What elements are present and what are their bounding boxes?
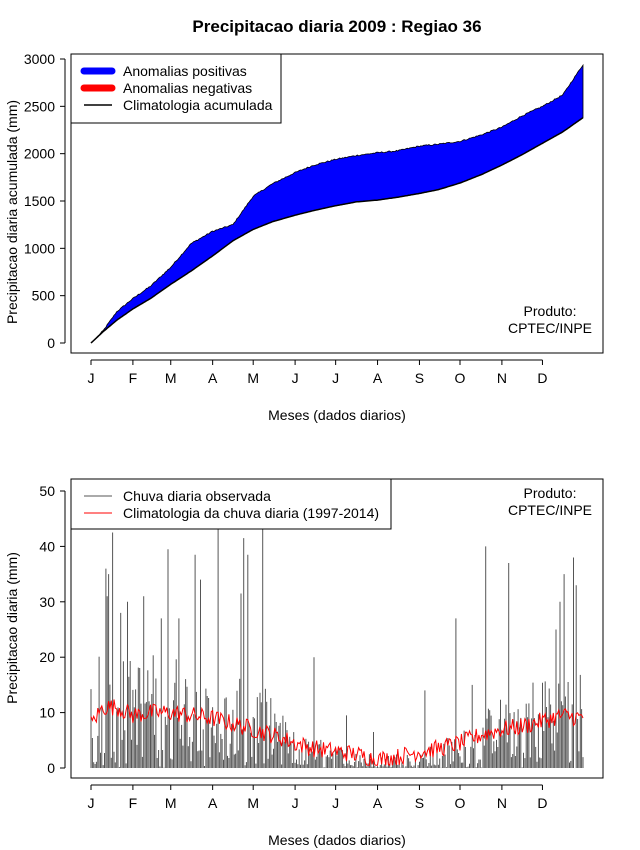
top-y-tick-label: 1000 [24, 240, 55, 256]
top-y-tick-label: 2000 [24, 146, 55, 162]
top-x-tick-label: J [292, 370, 299, 386]
bottom-x-axis-label: Meses (dados diarios) [268, 832, 406, 848]
top-product-label: Produto: [524, 303, 577, 319]
top-product-source: CPTEC/INPE [508, 320, 592, 336]
accumulated-precipitation-chart: 0 500 1000 1500 2000 2500 3000 J F M A M J J A S O N D Me… [4, 51, 604, 423]
top-x-tick-label: J [88, 370, 95, 386]
daily-rain-bars [90, 491, 584, 768]
bottom-x-tick-label: M [247, 795, 259, 811]
top-y-tick-label: 500 [32, 288, 56, 304]
top-x-tick-label: N [497, 370, 507, 386]
bottom-x-tick-label: S [415, 795, 424, 811]
top-plot-frame [70, 53, 604, 354]
top-x-tick-label: S [415, 370, 424, 386]
legend-climatology-label: Climatologia acumulada [123, 97, 273, 113]
bottom-x-tick-label: A [208, 795, 218, 811]
legend-daily-climatology-label: Climatologia da chuva diaria (1997-2014) [123, 505, 379, 521]
top-y-axis: 0 500 1000 1500 2000 2500 3000 [24, 51, 66, 351]
daily-climatology-line [90, 699, 584, 766]
bottom-y-tick-label: 50 [39, 483, 55, 499]
top-x-tick-label: M [247, 370, 259, 386]
top-y-tick-label: 3000 [24, 51, 55, 67]
chart-title: Precipitacao diaria 2009 : Regiao 36 [192, 17, 481, 36]
bottom-legend-box [70, 478, 392, 530]
bottom-x-tick-label: A [373, 795, 383, 811]
top-y-axis-label: Precipitacao diaria acumulada (mm) [4, 100, 20, 324]
bottom-x-tick-label: O [455, 795, 466, 811]
bottom-product-label: Produto: [524, 485, 577, 501]
top-x-tick-label: A [373, 370, 383, 386]
bottom-x-tick-label: J [88, 795, 95, 811]
top-x-tick-label: A [208, 370, 218, 386]
top-y-tick-label: 0 [47, 335, 55, 351]
bottom-x-tick-label: J [292, 795, 299, 811]
top-x-axis-label: Meses (dados diarios) [268, 407, 406, 423]
top-x-tick-label: F [129, 370, 138, 386]
bottom-legend: Chuva diaria observada Climatologia da c… [70, 478, 392, 530]
top-x-tick-label: D [537, 370, 547, 386]
bottom-y-tick-label: 30 [39, 594, 55, 610]
bottom-x-tick-label: D [537, 795, 547, 811]
bottom-y-tick-label: 0 [47, 760, 55, 776]
bottom-y-axis: 0 10 20 30 40 50 [39, 483, 66, 776]
bottom-y-tick-label: 40 [39, 538, 55, 554]
bottom-x-tick-label: M [165, 795, 177, 811]
bottom-x-tick-label: N [497, 795, 507, 811]
bottom-y-axis-label: Precipitacao diaria (mm) [4, 552, 20, 704]
cumulative-climatology-line [90, 117, 584, 344]
top-x-tick-label: M [165, 370, 177, 386]
legend-negative-label: Anomalias negativas [123, 80, 252, 96]
top-y-tick-label: 2500 [24, 98, 55, 114]
legend-observed-label: Chuva diaria observada [123, 488, 271, 504]
bottom-y-tick-label: 10 [39, 705, 55, 721]
accumulated-area-layer [90, 63, 584, 344]
top-legend: Anomalias positivas Anomalias negativas … [70, 53, 282, 124]
bottom-y-tick-label: 20 [39, 649, 55, 665]
daily-precipitation-chart: 0 10 20 30 40 50 J F M A M J J A S O N D Meses (dados di… [4, 478, 604, 848]
bottom-product-source: CPTEC/INPE [508, 502, 592, 518]
top-x-tick-label: O [455, 370, 466, 386]
legend-positive-label: Anomalias positivas [123, 63, 247, 79]
top-x-tick-label: J [332, 370, 339, 386]
top-y-tick-label: 1500 [24, 193, 55, 209]
bottom-x-tick-label: F [129, 795, 138, 811]
bottom-x-tick-label: J [332, 795, 339, 811]
